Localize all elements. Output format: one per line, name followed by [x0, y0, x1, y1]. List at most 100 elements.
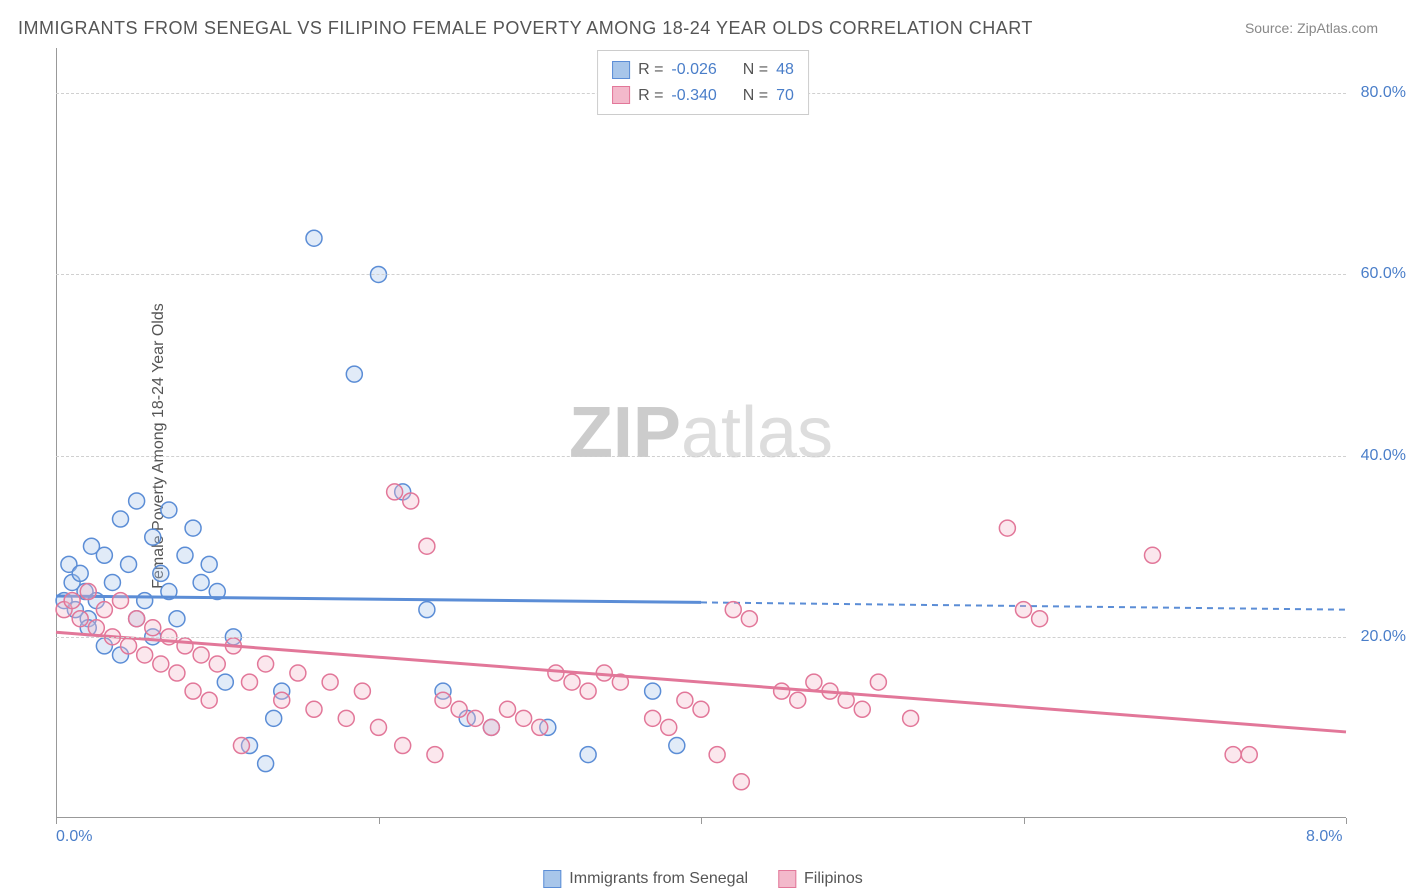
data-point: [193, 647, 209, 663]
data-point: [483, 719, 499, 735]
data-point: [338, 710, 354, 726]
data-point: [72, 611, 88, 627]
data-point: [322, 674, 338, 690]
data-point: [169, 611, 185, 627]
legend-r-prefix: R =: [638, 57, 663, 83]
data-point: [177, 547, 193, 563]
data-point: [274, 692, 290, 708]
gridline: [56, 274, 1346, 275]
data-point: [1225, 747, 1241, 763]
data-point: [645, 710, 661, 726]
data-point: [137, 647, 153, 663]
data-point: [1016, 602, 1032, 618]
data-point: [790, 692, 806, 708]
x-tick: [1346, 818, 1347, 824]
data-point: [209, 656, 225, 672]
data-point: [193, 574, 209, 590]
x-tick: [379, 818, 380, 824]
data-point: [733, 774, 749, 790]
data-point: [725, 602, 741, 618]
x-tick-label: 0.0%: [56, 828, 92, 846]
data-point: [185, 520, 201, 536]
data-point: [677, 692, 693, 708]
data-point: [774, 683, 790, 699]
legend-r-value: -0.340: [671, 83, 716, 109]
data-point: [64, 593, 80, 609]
data-point: [121, 556, 137, 572]
legend-swatch: [543, 870, 561, 888]
stats-legend-row: R =-0.340N =70: [612, 83, 794, 109]
plot-area: ZIPatlas 20.0%40.0%60.0%80.0%0.0%8.0%: [56, 48, 1346, 818]
data-point: [548, 665, 564, 681]
data-point: [161, 502, 177, 518]
data-point: [387, 484, 403, 500]
data-point: [129, 493, 145, 509]
gridline: [56, 637, 1346, 638]
x-tick: [701, 818, 702, 824]
data-point: [419, 538, 435, 554]
data-point: [169, 665, 185, 681]
x-tick: [1024, 818, 1025, 824]
data-point: [580, 747, 596, 763]
data-point: [72, 565, 88, 581]
data-point: [306, 701, 322, 717]
data-point: [185, 683, 201, 699]
data-point: [500, 701, 516, 717]
data-point: [999, 520, 1015, 536]
data-point: [113, 511, 129, 527]
data-point: [217, 674, 233, 690]
data-point: [80, 584, 96, 600]
data-point: [419, 602, 435, 618]
data-point: [145, 529, 161, 545]
legend-n-value: 48: [776, 57, 794, 83]
data-point: [1145, 547, 1161, 563]
source-label: Source: ZipAtlas.com: [1245, 20, 1378, 36]
data-point: [532, 719, 548, 735]
data-point: [354, 683, 370, 699]
data-point: [516, 710, 532, 726]
data-point: [290, 665, 306, 681]
data-point: [1241, 747, 1257, 763]
data-point: [403, 493, 419, 509]
data-point: [427, 747, 443, 763]
legend-swatch: [612, 86, 630, 104]
data-point: [153, 565, 169, 581]
gridline: [56, 456, 1346, 457]
data-point: [741, 611, 757, 627]
data-point: [96, 547, 112, 563]
series-legend-item: Filipinos: [778, 870, 863, 888]
data-point: [854, 701, 870, 717]
data-point: [177, 638, 193, 654]
data-point: [669, 738, 685, 754]
data-point: [266, 710, 282, 726]
data-point: [258, 656, 274, 672]
data-point: [580, 683, 596, 699]
data-point: [395, 738, 411, 754]
data-point: [371, 719, 387, 735]
legend-n-prefix: N =: [743, 57, 768, 83]
data-point: [467, 710, 483, 726]
data-point: [806, 674, 822, 690]
y-tick-label: 40.0%: [1361, 447, 1406, 465]
data-point: [88, 620, 104, 636]
data-point: [242, 674, 258, 690]
legend-swatch: [778, 870, 796, 888]
data-point: [233, 738, 249, 754]
series-legend: Immigrants from Senegal Filipinos: [543, 870, 862, 888]
legend-r-value: -0.026: [671, 57, 716, 83]
x-tick-label: 8.0%: [1306, 828, 1342, 846]
data-point: [129, 611, 145, 627]
legend-n-prefix: N =: [743, 83, 768, 109]
data-point: [153, 656, 169, 672]
data-point: [709, 747, 725, 763]
series-legend-item: Immigrants from Senegal: [543, 870, 748, 888]
data-point: [645, 683, 661, 699]
data-point: [435, 692, 451, 708]
y-tick-label: 20.0%: [1361, 628, 1406, 646]
data-point: [661, 719, 677, 735]
data-point: [96, 602, 112, 618]
chart-title: IMMIGRANTS FROM SENEGAL VS FILIPINO FEMA…: [18, 18, 1033, 39]
data-point: [201, 556, 217, 572]
plot-svg: [56, 48, 1346, 818]
series-legend-label: Immigrants from Senegal: [569, 870, 748, 888]
